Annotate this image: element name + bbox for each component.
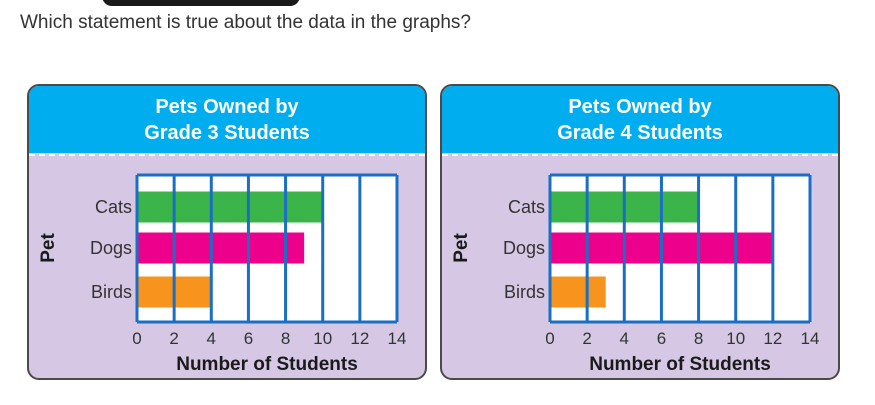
x-tick-label: 8 (694, 329, 703, 348)
x-tick-label: 12 (350, 329, 369, 348)
bar-chart-grade-3: 0 2 4 6 8 10 12 14 Cats Dogs Birds Number of Studen… (38, 173, 407, 375)
header-divider (29, 154, 425, 156)
x-axis-title: Number of Students (176, 354, 358, 375)
category-label-dogs: Dogs (90, 238, 132, 258)
chart-title-line-1: Pets Owned by (568, 95, 712, 118)
x-tick-label: 0 (132, 329, 141, 348)
x-tick-label: 8 (281, 329, 290, 348)
x-tick-label: 2 (582, 329, 591, 348)
x-tick-label: 0 (545, 329, 554, 348)
x-tick-label: 14 (801, 329, 820, 348)
chart-title-line-2: Grade 3 Students (144, 121, 310, 144)
x-tick-label: 6 (244, 329, 253, 348)
x-tick-label: 6 (657, 329, 666, 348)
bar-chart-grade-4: 0 2 4 6 8 10 12 14 Cats Dogs Birds Number of Studen… (451, 173, 820, 375)
chart-title-line-1: Pets Owned by (155, 95, 299, 118)
bar-cats (137, 191, 323, 223)
x-tick-label: 10 (313, 329, 332, 348)
x-tick-label: 4 (207, 329, 216, 348)
category-label-cats: Cats (508, 197, 545, 217)
question-text: Which statement is true about the data i… (20, 12, 471, 33)
x-tick-label: 14 (388, 329, 407, 348)
top-decoration-bar (102, 0, 300, 6)
x-tick-label: 12 (763, 329, 782, 348)
y-axis-title: Pet (38, 233, 59, 263)
x-tick-label: 10 (726, 329, 745, 348)
chart-panel-grade-3: Pets Owned by Grade 3 Students 0 2 4 6 8 10 12… (27, 84, 427, 380)
x-tick-label: 4 (620, 329, 629, 348)
category-label-birds: Birds (91, 282, 132, 302)
chart-title: Pets Owned by Grade 3 Students (29, 86, 425, 153)
x-axis-title: Number of Students (589, 354, 771, 375)
y-axis-title: Pet (451, 233, 472, 263)
chart-title-line-2: Grade 4 Students (557, 121, 723, 144)
category-label-cats: Cats (95, 197, 132, 217)
category-label-dogs: Dogs (503, 238, 545, 258)
bar-birds (550, 276, 606, 308)
bar-dogs (137, 232, 305, 264)
header-divider (442, 154, 838, 156)
chart-panel-grade-4: Pets Owned by Grade 4 Students 0 2 4 6 8 10 12… (440, 84, 840, 380)
category-label-birds: Birds (504, 282, 545, 302)
x-tick-label: 2 (169, 329, 178, 348)
chart-title: Pets Owned by Grade 4 Students (442, 86, 838, 153)
